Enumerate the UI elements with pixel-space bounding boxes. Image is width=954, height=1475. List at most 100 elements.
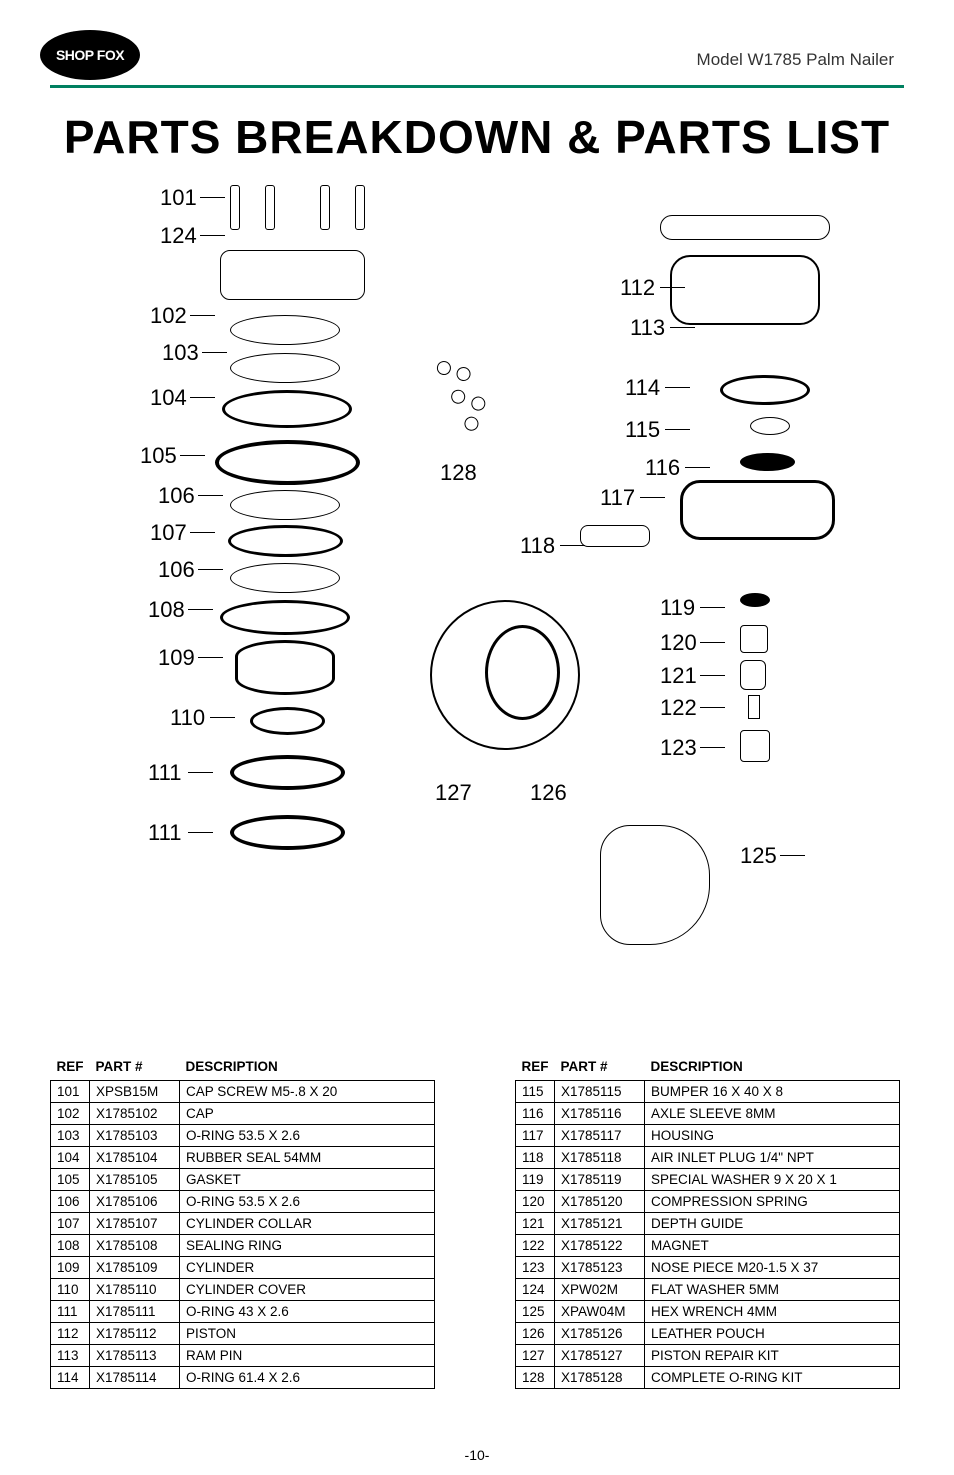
cell-desc: COMPRESSION SPRING: [645, 1191, 900, 1213]
cell-desc: PISTON REPAIR KIT: [645, 1345, 900, 1367]
leader-line: [700, 642, 725, 643]
cell-ref: 124: [516, 1279, 555, 1301]
callout-number: 104: [150, 385, 187, 411]
cell-ref: 109: [51, 1257, 90, 1279]
cell-desc: AIR INLET PLUG 1/4" NPT: [645, 1147, 900, 1169]
cell-ref: 115: [516, 1081, 555, 1103]
table-row: 115X1785115BUMPER 16 X 40 X 8: [516, 1081, 900, 1103]
cell-ref: 118: [516, 1147, 555, 1169]
callout-number: 128: [440, 460, 477, 486]
cell-ref: 110: [51, 1279, 90, 1301]
cell-ref: 125: [516, 1301, 555, 1323]
cell-part: X1785108: [90, 1235, 180, 1257]
cell-part: X1785115: [555, 1081, 645, 1103]
diagram-shape: [230, 815, 345, 850]
table-row: 128X1785128COMPLETE O-RING KIT: [516, 1367, 900, 1389]
cell-desc: SEALING RING: [180, 1235, 435, 1257]
cell-desc: PISTON: [180, 1323, 435, 1345]
cell-desc: MAGNET: [645, 1235, 900, 1257]
cell-desc: SPECIAL WASHER 9 X 20 X 1: [645, 1169, 900, 1191]
cell-desc: RUBBER SEAL 54MM: [180, 1147, 435, 1169]
cell-ref: 106: [51, 1191, 90, 1213]
callout-number: 123: [660, 735, 697, 761]
table-row: 121X1785121DEPTH GUIDE: [516, 1213, 900, 1235]
table-row: 111X1785111O-RING 43 X 2.6: [51, 1301, 435, 1323]
diagram-shape: [230, 755, 345, 790]
cell-part: X1785103: [90, 1125, 180, 1147]
table-row: 126X1785126LEATHER POUCH: [516, 1323, 900, 1345]
cell-ref: 113: [51, 1345, 90, 1367]
model-label: Model W1785 Palm Nailer: [697, 50, 894, 70]
callout-number: 127: [435, 780, 472, 806]
callout-number: 119: [660, 595, 695, 621]
leader-line: [200, 235, 225, 236]
table-row: 118X1785118AIR INLET PLUG 1/4" NPT: [516, 1147, 900, 1169]
diagram-shape: [680, 480, 835, 540]
page-number: -10-: [0, 1447, 954, 1463]
cell-part: X1785109: [90, 1257, 180, 1279]
leader-line: [190, 397, 215, 398]
cell-ref: 112: [51, 1323, 90, 1345]
cell-part: XPW02M: [555, 1279, 645, 1301]
callout-number: 102: [150, 303, 187, 329]
cell-part: X1785123: [555, 1257, 645, 1279]
diagram-shape: [220, 600, 350, 635]
cell-ref: 127: [516, 1345, 555, 1367]
leader-line: [198, 495, 223, 496]
callout-number: 126: [530, 780, 567, 806]
callout-number: 115: [625, 417, 660, 443]
callout-number: 110: [170, 705, 205, 731]
diagram-shape: [740, 625, 768, 653]
leader-line: [700, 675, 725, 676]
leader-line: [660, 287, 685, 288]
parts-table-left: REF PART # DESCRIPTION 101XPSB15MCAP SCR…: [50, 1055, 435, 1389]
leader-line: [665, 387, 690, 388]
leader-line: [665, 429, 690, 430]
diagram-shape: [485, 625, 560, 720]
exploded-diagram: 1011241021031041051061071061081091101111…: [100, 185, 840, 975]
cell-desc: O-RING 53.5 X 2.6: [180, 1125, 435, 1147]
table-row: 112X1785112PISTON: [51, 1323, 435, 1345]
table-row: 127X1785127PISTON REPAIR KIT: [516, 1345, 900, 1367]
diagram-shape: [230, 563, 340, 593]
cell-desc: RAM PIN: [180, 1345, 435, 1367]
callout-number: 111: [148, 820, 181, 846]
callout-number: 106: [158, 483, 195, 509]
cell-desc: BUMPER 16 X 40 X 8: [645, 1081, 900, 1103]
diagram-shape: [580, 525, 650, 547]
col-desc: DESCRIPTION: [645, 1055, 900, 1081]
cell-ref: 122: [516, 1235, 555, 1257]
brand-logo: SHOP FOX: [40, 30, 140, 80]
table-row: 104X1785104RUBBER SEAL 54MM: [51, 1147, 435, 1169]
leader-line: [685, 467, 710, 468]
diagram-shape: [740, 453, 795, 471]
cell-part: X1785102: [90, 1103, 180, 1125]
col-desc: DESCRIPTION: [180, 1055, 435, 1081]
cell-desc: CYLINDER: [180, 1257, 435, 1279]
callout-number: 122: [660, 695, 697, 721]
callout-number: 101: [160, 185, 197, 211]
table-row: 114X1785114O-RING 61.4 X 2.6: [51, 1367, 435, 1389]
col-ref: REF: [516, 1055, 555, 1081]
cell-ref: 126: [516, 1323, 555, 1345]
cell-ref: 121: [516, 1213, 555, 1235]
cell-ref: 119: [516, 1169, 555, 1191]
diagram-shape: [660, 215, 830, 240]
diagram-shape: [750, 417, 790, 435]
cell-desc: CAP: [180, 1103, 435, 1125]
cell-part: X1785110: [90, 1279, 180, 1301]
cell-desc: O-RING 53.5 X 2.6: [180, 1191, 435, 1213]
leader-line: [198, 657, 223, 658]
diagram-shape: [265, 185, 275, 230]
cell-ref: 111: [51, 1301, 90, 1323]
cell-part: X1785113: [90, 1345, 180, 1367]
col-ref: REF: [51, 1055, 90, 1081]
table-row: 109X1785109CYLINDER: [51, 1257, 435, 1279]
page-title: PARTS BREAKDOWN & PARTS LIST: [0, 110, 954, 164]
table-row: 108X1785108SEALING RING: [51, 1235, 435, 1257]
leader-line: [190, 532, 215, 533]
table-row: 120X1785120COMPRESSION SPRING: [516, 1191, 900, 1213]
cell-ref: 104: [51, 1147, 90, 1169]
callout-number: 117: [600, 485, 635, 511]
cell-part: XPSB15M: [90, 1081, 180, 1103]
